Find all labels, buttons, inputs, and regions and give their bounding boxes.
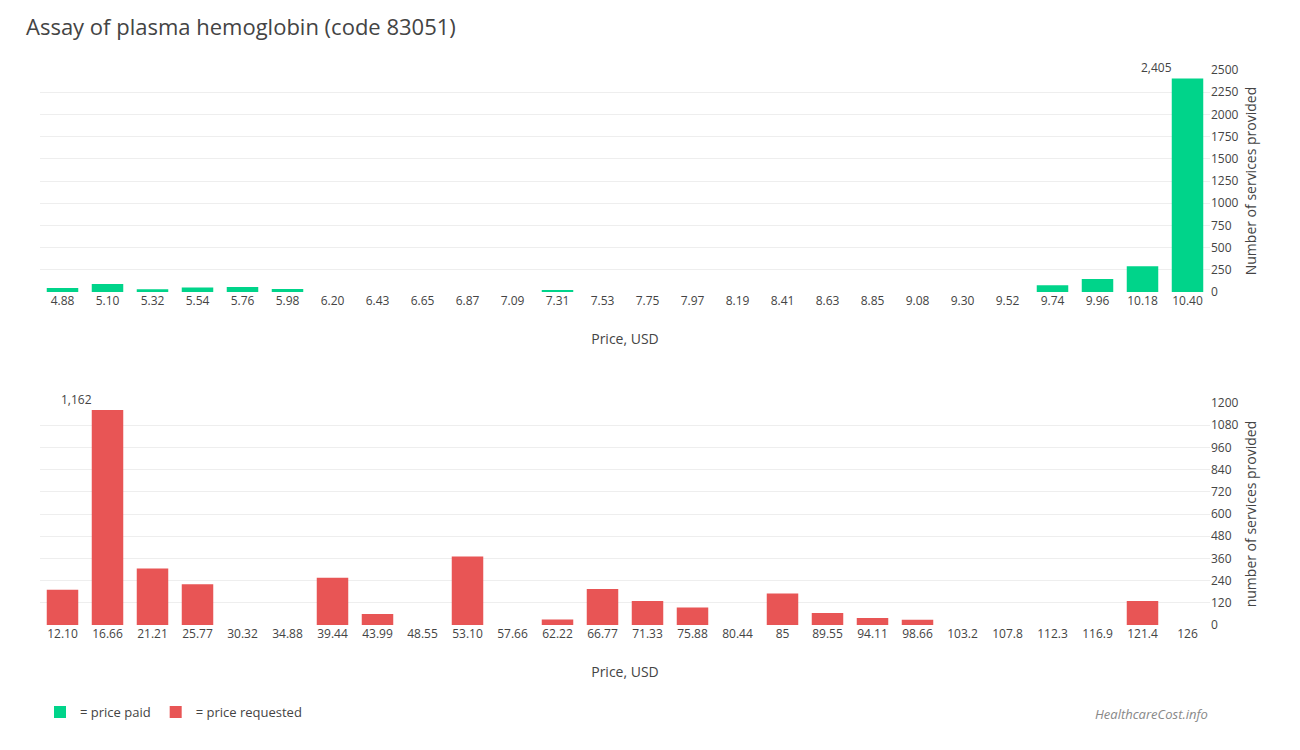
svg-text:9.96: 9.96 (1086, 292, 1110, 309)
svg-text:500: 500 (1211, 239, 1232, 256)
svg-text:85: 85 (776, 625, 790, 642)
svg-text:10.18: 10.18 (1127, 292, 1158, 309)
svg-text:0: 0 (1211, 283, 1218, 300)
svg-text:8.85: 8.85 (861, 292, 885, 309)
svg-text:107.8: 107.8 (992, 625, 1023, 642)
svg-text:9.30: 9.30 (951, 292, 975, 309)
svg-text:2250: 2250 (1211, 83, 1239, 100)
svg-text:30.32: 30.32 (227, 625, 258, 642)
svg-text:7.97: 7.97 (681, 292, 705, 309)
svg-text:960: 960 (1211, 439, 1232, 456)
svg-text:43.99: 43.99 (362, 625, 393, 642)
svg-text:number of services provided: number of services provided (1241, 421, 1260, 608)
svg-text:9.74: 9.74 (1041, 292, 1065, 309)
svg-text:94.11: 94.11 (857, 625, 888, 642)
svg-text:1750: 1750 (1211, 128, 1239, 145)
svg-text:6.20: 6.20 (321, 292, 345, 309)
svg-text:600: 600 (1211, 505, 1232, 522)
svg-text:10.40: 10.40 (1172, 292, 1203, 309)
svg-text:5.76: 5.76 (231, 292, 255, 309)
svg-text:5.54: 5.54 (186, 292, 210, 309)
svg-text:7.31: 7.31 (546, 292, 570, 309)
svg-text:1000: 1000 (1211, 194, 1239, 211)
svg-text:62.22: 62.22 (542, 625, 573, 642)
svg-text:6.65: 6.65 (411, 292, 435, 309)
svg-text:= price requested: = price requested (196, 703, 302, 721)
svg-text:HealthcareCost.info: HealthcareCost.info (1095, 705, 1208, 723)
svg-text:25.77: 25.77 (182, 625, 213, 642)
svg-text:1,162: 1,162 (61, 391, 92, 408)
svg-text:9.52: 9.52 (996, 292, 1020, 309)
svg-text:8.19: 8.19 (726, 292, 750, 309)
svg-text:8.63: 8.63 (816, 292, 840, 309)
svg-text:103.2: 103.2 (947, 625, 978, 642)
svg-text:240: 240 (1211, 572, 1232, 589)
svg-text:480: 480 (1211, 527, 1232, 544)
svg-text:Price, USD: Price, USD (591, 662, 659, 681)
svg-text:126: 126 (1177, 625, 1198, 642)
svg-text:5.10: 5.10 (96, 292, 120, 309)
svg-text:57.66: 57.66 (497, 625, 528, 642)
svg-text:53.10: 53.10 (452, 625, 483, 642)
svg-text:7.53: 7.53 (591, 292, 615, 309)
svg-text:750: 750 (1211, 217, 1232, 234)
svg-text:4.88: 4.88 (51, 292, 75, 309)
svg-text:39.44: 39.44 (317, 625, 348, 642)
svg-text:16.66: 16.66 (92, 625, 123, 642)
svg-text:116.9: 116.9 (1082, 625, 1113, 642)
svg-text:360: 360 (1211, 550, 1232, 567)
svg-text:5.98: 5.98 (276, 292, 300, 309)
svg-text:89.55: 89.55 (812, 625, 843, 642)
svg-text:7.09: 7.09 (501, 292, 525, 309)
svg-text:0: 0 (1211, 616, 1218, 633)
svg-text:5.32: 5.32 (141, 292, 165, 309)
svg-text:34.88: 34.88 (272, 625, 303, 642)
svg-text:2500: 2500 (1211, 61, 1239, 78)
svg-text:1080: 1080 (1211, 416, 1239, 433)
svg-text:1500: 1500 (1211, 150, 1239, 167)
svg-text:1200: 1200 (1211, 394, 1239, 411)
svg-text:2,405: 2,405 (1141, 59, 1172, 76)
svg-text:Number of services provided: Number of services provided (1241, 87, 1260, 276)
svg-text:112.3: 112.3 (1037, 625, 1068, 642)
svg-text:75.88: 75.88 (677, 625, 708, 642)
svg-text:Price, USD: Price, USD (591, 329, 659, 348)
svg-text:Assay of plasma hemoglobin (co: Assay of plasma hemoglobin (code 83051) (26, 11, 456, 41)
svg-text:8.41: 8.41 (771, 292, 795, 309)
svg-text:80.44: 80.44 (722, 625, 753, 642)
svg-text:71.33: 71.33 (632, 625, 663, 642)
svg-text:12.10: 12.10 (47, 625, 78, 642)
svg-text:121.4: 121.4 (1127, 625, 1158, 642)
svg-text:720: 720 (1211, 483, 1232, 500)
svg-text:9.08: 9.08 (906, 292, 930, 309)
svg-text:840: 840 (1211, 461, 1232, 478)
svg-text:6.43: 6.43 (366, 292, 390, 309)
svg-text:= price paid: = price paid (80, 703, 151, 721)
svg-text:7.75: 7.75 (636, 292, 660, 309)
svg-text:250: 250 (1211, 261, 1232, 278)
svg-text:21.21: 21.21 (137, 625, 168, 642)
svg-text:98.66: 98.66 (902, 625, 933, 642)
svg-text:6.87: 6.87 (456, 292, 480, 309)
svg-text:2000: 2000 (1211, 106, 1239, 123)
svg-text:48.55: 48.55 (407, 625, 438, 642)
svg-text:120: 120 (1211, 594, 1232, 611)
svg-text:66.77: 66.77 (587, 625, 618, 642)
svg-text:1250: 1250 (1211, 172, 1239, 189)
